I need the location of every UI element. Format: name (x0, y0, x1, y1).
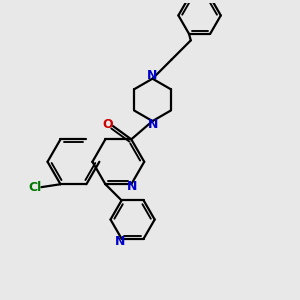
Text: O: O (102, 118, 113, 131)
Text: N: N (147, 69, 157, 82)
Text: N: N (148, 118, 158, 131)
Text: Cl: Cl (28, 181, 41, 194)
Text: N: N (115, 235, 125, 248)
Text: N: N (127, 180, 137, 193)
